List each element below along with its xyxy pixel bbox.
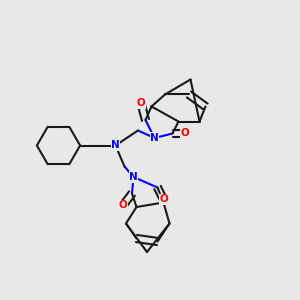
Text: O: O [118, 200, 127, 211]
Text: N: N [111, 140, 120, 151]
Text: N: N [129, 172, 138, 182]
Text: O: O [136, 98, 146, 109]
Text: N: N [150, 133, 159, 143]
Text: O: O [159, 194, 168, 205]
Text: O: O [180, 128, 189, 139]
